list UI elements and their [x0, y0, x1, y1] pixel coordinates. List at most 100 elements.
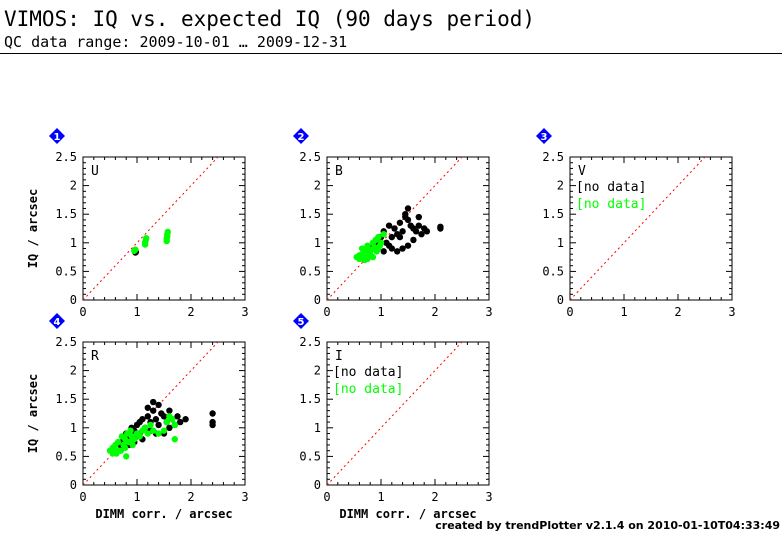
data-point-green	[369, 253, 377, 261]
x-tick-label: 3	[241, 305, 248, 319]
data-point-green	[358, 245, 366, 252]
data-point-black	[418, 231, 425, 238]
data-point-green	[127, 427, 134, 434]
data-point-black	[399, 228, 406, 235]
x-tick-label: 0	[323, 305, 330, 319]
data-point-green	[377, 239, 385, 246]
data-point-black	[396, 233, 404, 241]
data-point-green	[164, 228, 171, 236]
reference-line	[83, 157, 219, 300]
filter-label: V	[578, 164, 586, 179]
x-tick-label: 2	[431, 305, 438, 319]
panel-badge-number: 1	[54, 132, 61, 143]
panel-badge-icon	[49, 128, 65, 144]
y-tick-label: 2.5	[542, 150, 564, 164]
panel-2: 0 1 2 300.511.522.52B	[293, 128, 493, 319]
filter-label: I	[335, 349, 343, 364]
data-point-black	[399, 245, 406, 252]
filter-label: R	[91, 349, 99, 364]
data-point-black	[144, 404, 151, 411]
y-tick-label: 1	[314, 421, 321, 435]
x-tick-label: 3	[241, 490, 248, 504]
data-point-green	[136, 433, 143, 440]
y-tick-label: 0	[314, 293, 321, 307]
y-tick-label: 1.5	[299, 207, 321, 221]
y-tick-label: 2	[70, 179, 77, 193]
reference-line	[570, 157, 706, 300]
data-point-black	[209, 410, 216, 417]
y-tick-label: 0	[70, 293, 77, 307]
data-point-green	[171, 436, 178, 443]
x-tick-label: 0	[323, 490, 330, 504]
panel-badge-icon	[536, 128, 552, 144]
data-point-black	[404, 216, 412, 224]
x-tick-label: 1	[133, 490, 140, 504]
x-tick-label: 0	[79, 490, 86, 504]
data-point-green	[123, 453, 130, 460]
x-tick-label: 2	[187, 305, 194, 319]
panel-1: 0 1 2 3 0 0.5 1 1.5 2 2.5 IQ / arcsec 1 U	[26, 128, 249, 319]
data-point-green	[114, 438, 122, 446]
data-point-green	[155, 430, 162, 437]
plot-area	[83, 342, 219, 485]
data-point-black	[160, 413, 168, 420]
x-tick-label: 1	[377, 490, 384, 504]
data-point-black	[415, 222, 422, 229]
data-point-green	[160, 427, 168, 434]
data-point-green	[141, 424, 149, 431]
plot-frame	[326, 341, 490, 486]
filter-label: B	[335, 164, 343, 179]
data-point-black	[415, 213, 422, 221]
x-tick-label: 1	[133, 305, 140, 319]
plot-area	[327, 342, 463, 485]
data-point-green	[147, 421, 154, 429]
y-tick-label: 0	[70, 478, 77, 492]
data-point-green	[132, 246, 139, 253]
data-point-black	[174, 413, 181, 420]
y-tick-label: 1.5	[55, 207, 77, 221]
data-point-green	[171, 421, 178, 429]
data-point-green	[163, 418, 170, 426]
data-point-black	[391, 225, 398, 232]
x-tick-label: 0	[566, 305, 573, 319]
data-point-black	[136, 418, 143, 426]
reference-line	[327, 342, 463, 485]
data-point-black	[380, 248, 387, 255]
x-tick-label: 0	[79, 305, 86, 319]
data-point-black	[209, 418, 216, 426]
y-tick-label: 0.5	[55, 264, 77, 278]
data-point-green	[129, 441, 136, 449]
x-tick-label: 1	[620, 305, 627, 319]
data-point-black	[150, 407, 157, 414]
y-tick-label: 2	[70, 364, 77, 378]
panel-badge-number: 3	[541, 132, 548, 143]
no-data-label: [no data]	[333, 365, 403, 380]
panel-badge-icon	[49, 313, 65, 329]
data-range-subtitle: QC data range: 2009-10-01 … 2009-12-31	[4, 33, 348, 51]
data-point-black	[396, 219, 404, 226]
data-point-green	[144, 430, 151, 437]
y-tick-label: 1	[314, 236, 321, 250]
plot-area	[570, 157, 706, 300]
plot-frame	[569, 156, 733, 301]
y-tick-label: 1	[70, 236, 77, 250]
panel-badge-number: 5	[298, 317, 305, 328]
data-point-black	[155, 421, 162, 429]
data-point-green	[375, 233, 382, 241]
x-axis-label: DIMM corr. / arcsec	[339, 507, 476, 521]
x-tick-label: 3	[728, 305, 735, 319]
y-tick-label: 1.5	[542, 207, 564, 221]
data-point-black	[437, 223, 444, 230]
data-point-black	[404, 205, 412, 212]
data-point-black	[166, 424, 173, 431]
y-tick-label: 1	[557, 236, 564, 250]
y-tick-label: 0.5	[542, 264, 564, 278]
data-point-black	[166, 407, 173, 414]
x-tick-label: 2	[431, 490, 438, 504]
y-tick-label: 2.5	[299, 150, 321, 164]
y-tick-label: 2	[557, 179, 564, 193]
data-point-green	[364, 242, 371, 249]
data-point-black	[385, 222, 393, 229]
